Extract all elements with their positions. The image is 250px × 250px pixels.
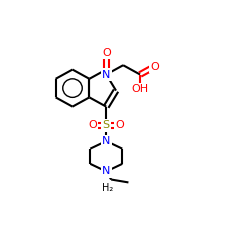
Text: H₂: H₂ (102, 183, 113, 193)
Text: O: O (150, 62, 159, 72)
Text: O: O (88, 120, 97, 130)
Text: N: N (102, 70, 110, 80)
Text: O: O (102, 48, 111, 58)
Text: O: O (116, 120, 124, 130)
Text: N: N (102, 166, 110, 176)
Text: S: S (103, 120, 110, 130)
Text: N: N (102, 136, 110, 146)
Text: OH: OH (132, 84, 148, 94)
